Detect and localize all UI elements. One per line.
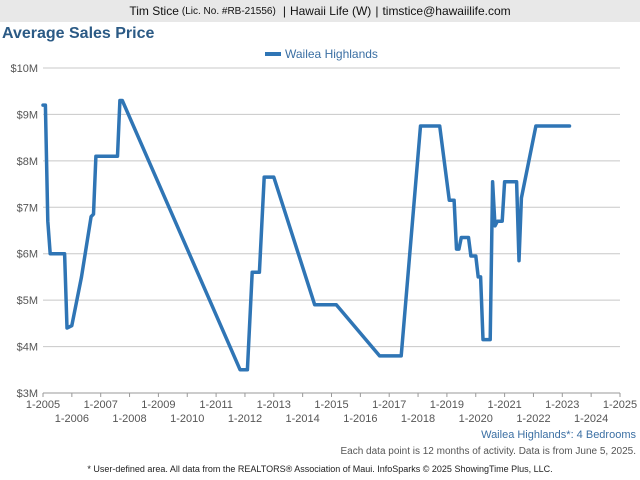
x-tick-label: 1-2023 — [545, 399, 579, 411]
y-tick-label: $6M — [17, 249, 38, 261]
x-tick-label: 1-2019 — [430, 399, 464, 411]
x-tick-label: 1-2024 — [574, 413, 608, 425]
chart-subtitle: Wailea Highlands*: 4 Bedrooms — [481, 429, 636, 441]
x-tick-label: 1-2022 — [516, 413, 550, 425]
y-tick-label: $3M — [17, 388, 38, 400]
agent-name: Tim Stice — [129, 4, 179, 18]
x-tick-label: 1-2015 — [314, 399, 348, 411]
brokerage-name: Hawaii Life (W) — [289, 4, 372, 18]
x-tick-label: 1-2017 — [372, 399, 406, 411]
legend-label: Wailea Highlands — [285, 47, 378, 61]
y-tick-label: $10M — [10, 63, 38, 75]
x-tick-label: 1-2008 — [112, 413, 146, 425]
footer-attribution: * User-defined area. All data from the R… — [87, 464, 553, 474]
x-tick-label: 1-2020 — [459, 413, 493, 425]
x-tick-label: 1-2021 — [487, 399, 521, 411]
y-tick-label: $4M — [17, 342, 38, 354]
x-tick-label: 1-2016 — [343, 413, 377, 425]
x-tick-label: 1-2018 — [401, 413, 435, 425]
x-tick-label: 1-2013 — [257, 399, 291, 411]
y-tick-label: $5M — [17, 295, 38, 307]
y-tick-label: $7M — [17, 202, 38, 214]
y-tick-label: $9M — [17, 109, 38, 121]
x-tick-label: 1-2007 — [84, 399, 118, 411]
x-tick-label: 1-2014 — [286, 413, 320, 425]
x-tick-label: 1-2011 — [199, 399, 232, 411]
data-note: Each data point is 12 months of activity… — [340, 446, 636, 457]
license-number: (Lic. No. #RB-21556) — [181, 5, 276, 17]
x-tick-label: 1-2006 — [55, 413, 89, 425]
y-tick-label: $8M — [17, 156, 38, 168]
x-tick-label: 1-2005 — [26, 399, 60, 411]
header-bar: Tim Stice (Lic. No. #RB-21556) | Hawaii … — [0, 0, 640, 22]
series-line — [41, 98, 572, 372]
header-separator: | — [282, 4, 286, 18]
x-tick-label: 1-2009 — [141, 399, 175, 411]
chart-title: Average Sales Price — [2, 25, 155, 42]
x-tick-label: 1-2012 — [228, 413, 262, 425]
header-separator: | — [375, 4, 379, 18]
agent-email[interactable]: timstice@hawaiilife.com — [382, 4, 511, 18]
x-tick-label: 1-2025 — [603, 399, 637, 411]
x-tick-label: 1-2010 — [170, 413, 204, 425]
